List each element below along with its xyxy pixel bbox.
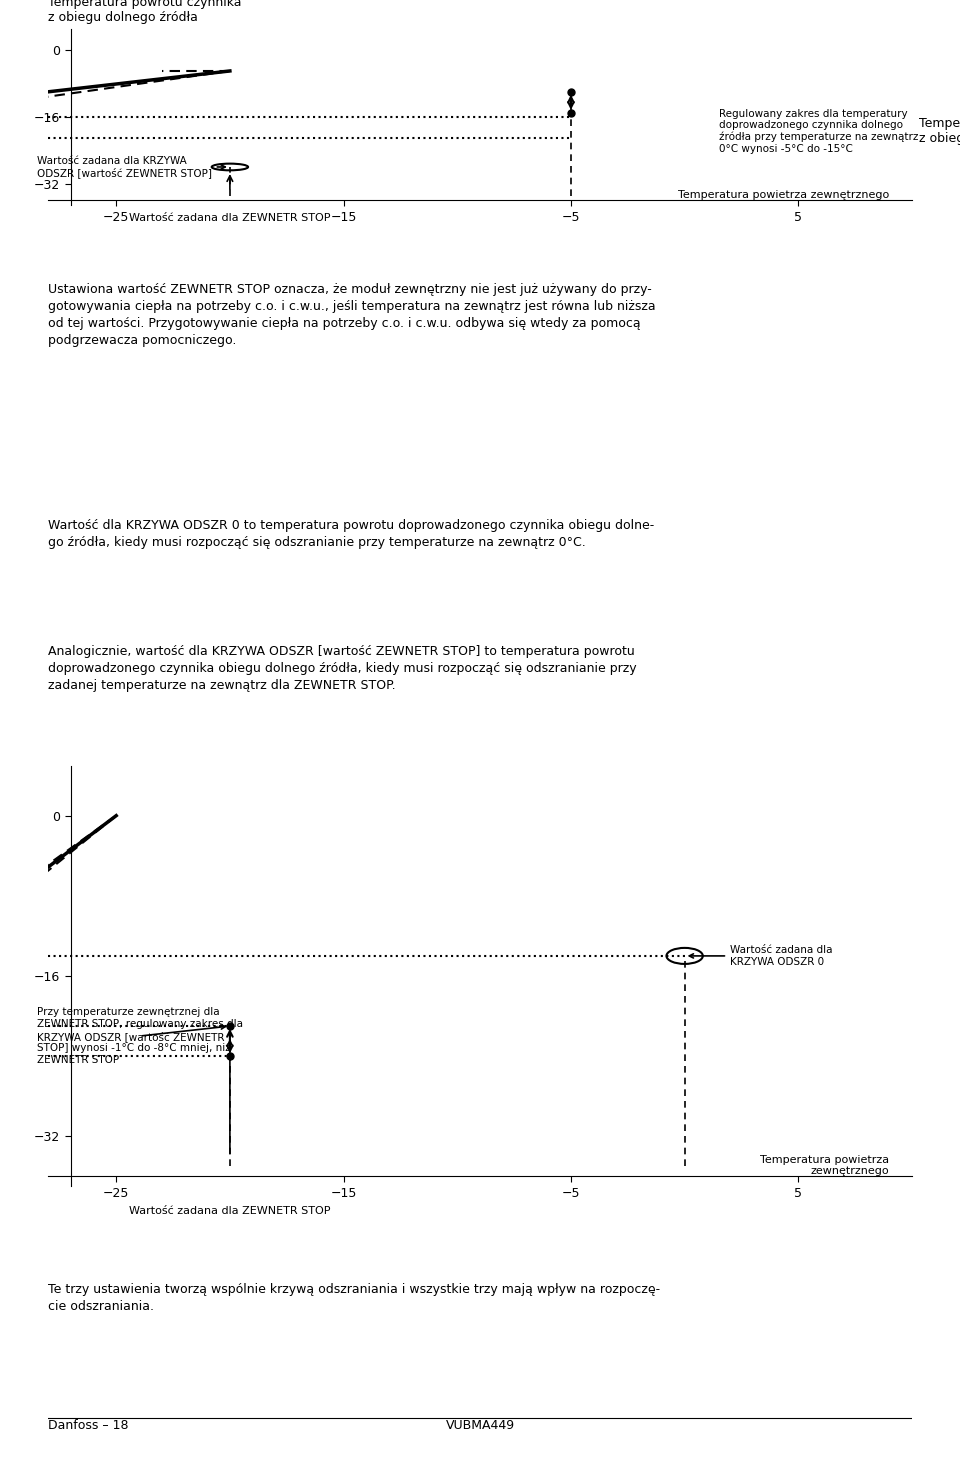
Y-axis label: Temperatura powrotu czynnika
z obiegu dolnego źródła: Temperatura powrotu czynnika z obiegu do…: [919, 117, 960, 145]
Text: Temperatura powietrza zewnętrznego: Temperatura powietrza zewnętrznego: [678, 190, 889, 200]
Text: VUBMA449: VUBMA449: [445, 1419, 515, 1432]
Text: Te trzy ustawienia tworzą wspólnie krzywą odszraniania i wszystkie trzy mają wpł: Te trzy ustawienia tworzą wspólnie krzyw…: [48, 1283, 660, 1313]
Text: Wartość zadana dla KRZYWA
ODSZR [wartość ZEWNETR STOP]: Wartość zadana dla KRZYWA ODSZR [wartość…: [36, 156, 226, 178]
Text: Temperatura powietrza
zewnętrznego: Temperatura powietrza zewnętrznego: [760, 1154, 889, 1176]
Text: Ustawiona wartość ZEWNETR STOP oznacza, że moduł zewnętrzny nie jest już używany: Ustawiona wartość ZEWNETR STOP oznacza, …: [48, 283, 656, 348]
Text: Przy temperaturze zewnętrznej dla
ZEWNETR STOP, regulowany zakres dla
KRZYWA ODS: Przy temperaturze zewnętrznej dla ZEWNET…: [36, 1007, 243, 1065]
Text: Wartość zadana dla
KRZYWA ODSZR 0: Wartość zadana dla KRZYWA ODSZR 0: [689, 945, 832, 967]
Text: Regulowany zakres dla temperatury
doprowadzonego czynnika dolnego
źródła przy te: Regulowany zakres dla temperatury doprow…: [719, 108, 918, 153]
Text: Danfoss – 18: Danfoss – 18: [48, 1419, 129, 1432]
Text: Wartość zadana dla ZEWNETR STOP: Wartość zadana dla ZEWNETR STOP: [130, 1207, 330, 1217]
Text: Wartość dla KRZYWA ODSZR 0 to temperatura powrotu doprowadzonego czynnika obiegu: Wartość dla KRZYWA ODSZR 0 to temperatur…: [48, 519, 655, 549]
Text: Temperatura powrotu czynnika
z obiegu dolnego źródła: Temperatura powrotu czynnika z obiegu do…: [48, 0, 242, 23]
Text: Analogicznie, wartość dla KRZYWA ODSZR [wartość ZEWNETR STOP] to temperatura pow: Analogicznie, wartość dla KRZYWA ODSZR […: [48, 644, 636, 693]
Text: Wartość zadana dla ZEWNETR STOP: Wartość zadana dla ZEWNETR STOP: [130, 213, 330, 224]
